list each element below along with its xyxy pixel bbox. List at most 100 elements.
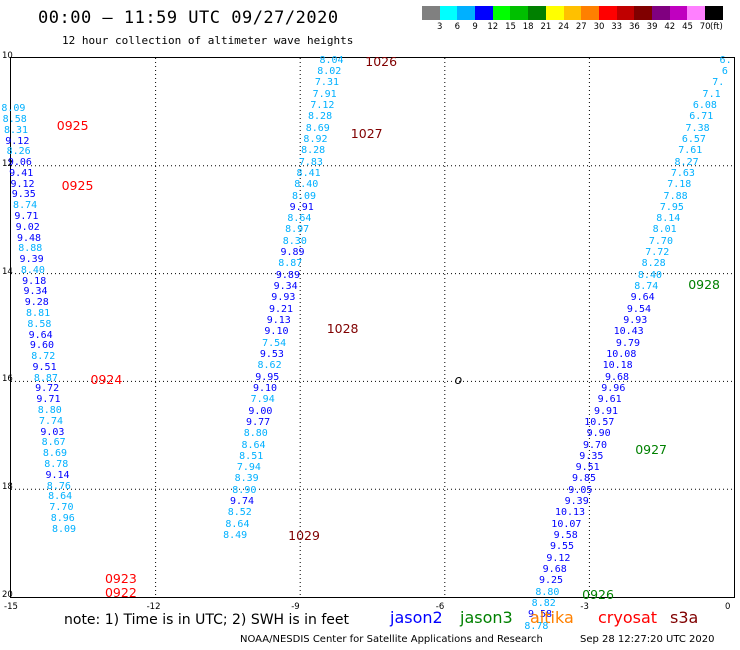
x-tick-label: -12 xyxy=(147,602,161,612)
swh-value: 9.68 xyxy=(605,373,629,383)
swh-value: 8.74 xyxy=(13,201,37,211)
y-tick-label: 18 xyxy=(2,482,13,492)
swh-value: 8.78 xyxy=(44,460,68,470)
swh-value: 7.74 xyxy=(39,417,63,427)
swh-value: 9.60 xyxy=(30,341,54,351)
swh-value: 8.26 xyxy=(7,147,31,157)
swh-value: 8.64 xyxy=(225,520,249,530)
colorbar-swatch xyxy=(599,6,617,20)
swh-value: 9.91 xyxy=(290,203,314,213)
swh-value: 8.72 xyxy=(31,352,55,362)
swh-value: 7. xyxy=(712,78,724,88)
swh-value: 9.12 xyxy=(5,137,29,147)
swh-value: 9.03 xyxy=(40,428,64,438)
colorbar-swatch xyxy=(475,6,493,20)
colorbar-swatch xyxy=(546,6,564,20)
swh-value: 9.91 xyxy=(594,407,618,417)
swh-value: 9.35 xyxy=(12,190,36,200)
swh-value: 7.95 xyxy=(660,203,684,213)
track-timestamp: 1029 xyxy=(288,528,320,543)
swh-value: 9.34 xyxy=(274,282,298,292)
swh-value: 6.71 xyxy=(689,112,713,122)
swh-value: 8.09 xyxy=(292,192,316,202)
swh-value: 8.01 xyxy=(653,225,677,235)
swh-value: 9.95 xyxy=(255,373,279,383)
y-tick-label: 12 xyxy=(2,159,13,169)
swh-value: 9.10 xyxy=(253,384,277,394)
swh-value: 9.54 xyxy=(627,305,651,315)
swh-value: 7.88 xyxy=(664,192,688,202)
satellite-legend-item: cryosat xyxy=(598,608,657,627)
y-tick-label: 10 xyxy=(2,51,13,61)
swh-value: 9.61 xyxy=(598,395,622,405)
swh-value: 10.08 xyxy=(606,350,636,360)
swh-value: 8.69 xyxy=(306,124,330,134)
swh-value: 8.58 xyxy=(3,115,27,125)
swh-value: 9.72 xyxy=(35,384,59,394)
swh-value: 9.28 xyxy=(25,298,49,308)
swh-value: 9.12 xyxy=(10,180,34,190)
satellite-legend-item: altika xyxy=(530,608,574,627)
colorbar-swatch xyxy=(670,6,688,20)
swh-value: 9.77 xyxy=(246,418,270,428)
swh-value: 9.10 xyxy=(264,327,288,337)
y-tick-label: 16 xyxy=(2,374,13,384)
swh-value: 8.02 xyxy=(317,67,341,77)
swh-value: 7.38 xyxy=(686,124,710,134)
swh-value: 10.57 xyxy=(584,418,614,428)
swh-value: 7.70 xyxy=(649,237,673,247)
x-tick-label: -15 xyxy=(4,602,18,612)
swh-value: 6.08 xyxy=(693,101,717,111)
swh-value: 8.67 xyxy=(42,438,66,448)
swh-value: 8.28 xyxy=(642,259,666,269)
colorbar-swatch xyxy=(493,6,511,20)
swh-value: 9.89 xyxy=(276,271,300,281)
swh-value: 8.40 xyxy=(294,180,318,190)
map-subtitle: 12 hour collection of altimeter wave hei… xyxy=(62,34,353,47)
swh-value: 9.12 xyxy=(546,554,570,564)
swh-value: 7.72 xyxy=(645,248,669,258)
swh-value: 7.61 xyxy=(678,146,702,156)
swh-value: 9.39 xyxy=(565,497,589,507)
swh-value: 8.58 xyxy=(27,320,51,330)
swh-value: 8.80 xyxy=(244,429,268,439)
x-tick-label: 0 xyxy=(725,602,730,612)
swh-value: 7.12 xyxy=(310,101,334,111)
swh-value: 8.09 xyxy=(1,104,25,114)
swh-value: 10.07 xyxy=(551,520,581,530)
swh-value: 8.49 xyxy=(223,531,247,541)
swh-value: 8.92 xyxy=(303,135,327,145)
satellite-legend-item: s3a xyxy=(670,608,698,627)
swh-value: 8.62 xyxy=(258,361,282,371)
swh-value: 9.48 xyxy=(17,234,41,244)
map-plot-area: 8.09 8.58 8.31 9.12 8.26 9.06 9.41 9.12 9.35 8.74… xyxy=(10,57,735,598)
colorbar-swatch xyxy=(634,6,652,20)
swh-value: 8.76 xyxy=(47,482,71,492)
track-timestamp: 1027 xyxy=(351,126,383,141)
colorbar-swatch xyxy=(510,6,528,20)
swh-value: 8.64 xyxy=(48,492,72,502)
satellite-legend-item: jason2 xyxy=(390,608,443,627)
swh-value: 9.55 xyxy=(550,542,574,552)
swh-value: 9.85 xyxy=(572,474,596,484)
satellite-legend-item: jason3 xyxy=(460,608,513,627)
swh-value: 8.28 xyxy=(308,112,332,122)
swh-value: 9.00 xyxy=(248,407,272,417)
track-timestamp: 0922 xyxy=(105,585,137,600)
swh-value: 9.05 xyxy=(568,486,592,496)
swh-value: 9.64 xyxy=(631,293,655,303)
x-tick-label: -9 xyxy=(291,602,299,612)
swh-value: 9.41 xyxy=(9,169,33,179)
swh-value: 9.96 xyxy=(601,384,625,394)
track-timestamp: 0925 xyxy=(57,118,89,133)
track-timestamp: 1028 xyxy=(327,321,359,336)
swh-value: 8.90 xyxy=(232,486,256,496)
colorbar-swatch xyxy=(564,6,582,20)
swh-value: 9.14 xyxy=(46,471,70,481)
swh-value: 8.97 xyxy=(285,225,309,235)
swh-value: 9.93 xyxy=(271,293,295,303)
track-timestamp: 0926 xyxy=(582,587,614,602)
swh-value: 8.41 xyxy=(297,169,321,179)
swh-value: 6 xyxy=(722,67,728,77)
swh-value: 7.63 xyxy=(671,169,695,179)
